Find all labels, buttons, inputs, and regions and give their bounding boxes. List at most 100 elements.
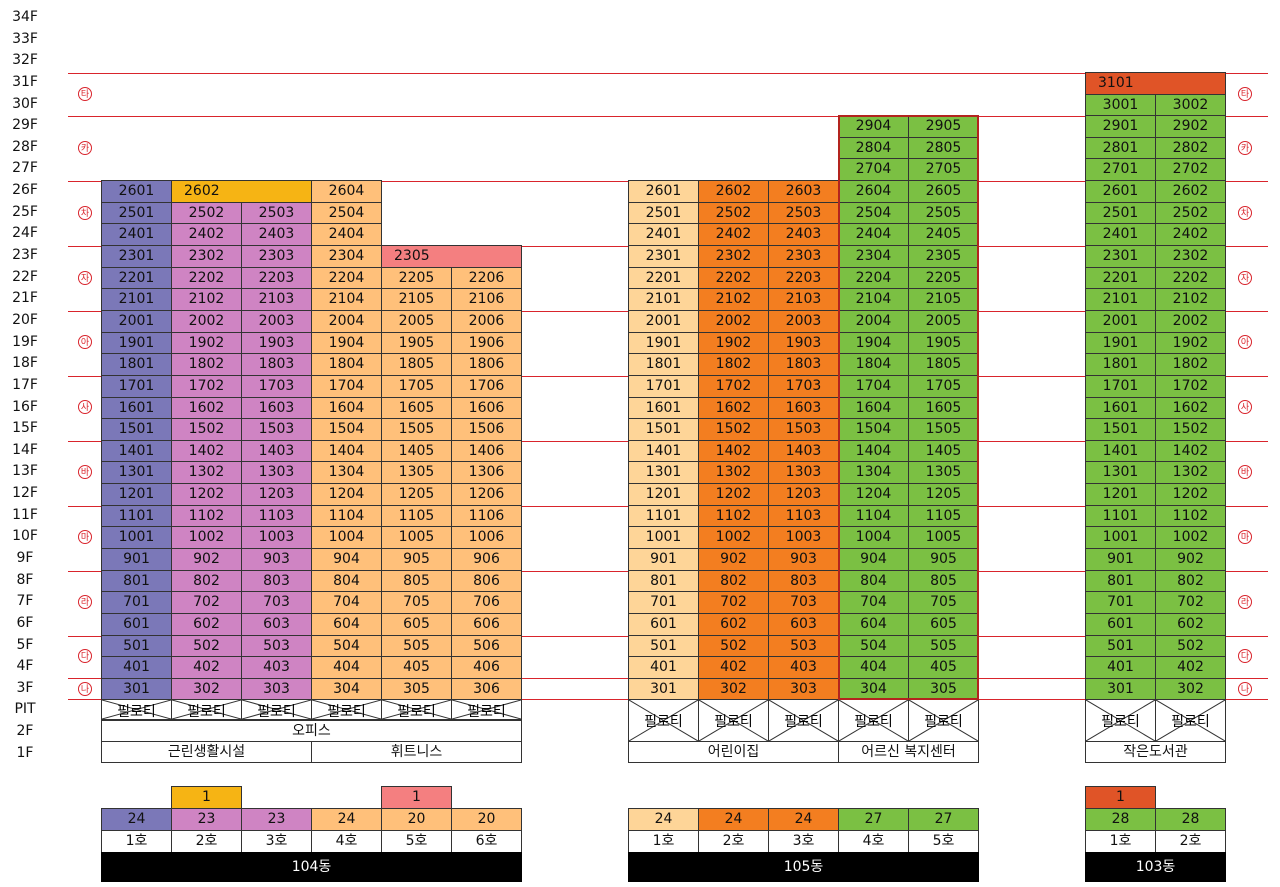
unit-cell[interactable]: 1201 xyxy=(628,483,699,506)
unit-cell[interactable]: 504 xyxy=(311,634,382,658)
unit-cell[interactable]: 1901 xyxy=(1085,331,1156,355)
unit-cell[interactable]: 1905 xyxy=(908,331,979,355)
unit-cell[interactable]: 2705 xyxy=(908,158,979,182)
unit-cell[interactable]: 1105 xyxy=(381,504,452,528)
unit-cell[interactable]: 801 xyxy=(628,569,699,593)
unit-cell[interactable]: 1903 xyxy=(768,331,839,355)
unit-cell-merged[interactable]: 2305 xyxy=(381,245,522,268)
unit-cell[interactable]: 1504 xyxy=(838,418,909,441)
unit-cell[interactable]: 501 xyxy=(628,634,699,658)
unit-cell[interactable]: 2401 xyxy=(628,223,699,247)
unit-cell[interactable]: 1803 xyxy=(768,353,839,376)
unit-cell[interactable]: 1003 xyxy=(768,526,839,549)
unit-cell[interactable]: 1502 xyxy=(171,418,242,441)
unit-cell[interactable]: 1203 xyxy=(768,483,839,506)
unit-cell[interactable]: 1304 xyxy=(838,461,909,485)
unit-cell[interactable]: 2605 xyxy=(908,180,979,203)
unit-cell[interactable]: 2204 xyxy=(311,266,382,290)
unit-cell[interactable]: 1904 xyxy=(311,331,382,355)
unit-cell[interactable]: 904 xyxy=(311,548,382,571)
unit-cell[interactable]: 1102 xyxy=(171,504,242,528)
unit-cell[interactable]: 505 xyxy=(908,634,979,658)
unit-cell[interactable]: 1305 xyxy=(381,461,452,485)
unit-cell[interactable]: 1301 xyxy=(628,461,699,485)
unit-cell[interactable]: 1602 xyxy=(1155,396,1226,420)
unit-cell[interactable]: 902 xyxy=(1155,548,1226,571)
unit-cell[interactable]: 806 xyxy=(451,569,522,593)
unit-cell[interactable]: 301 xyxy=(101,677,172,701)
unit-cell[interactable]: 1804 xyxy=(311,353,382,376)
unit-cell[interactable]: 2104 xyxy=(311,288,382,311)
unit-cell[interactable]: 2501 xyxy=(628,201,699,225)
unit-cell[interactable]: 2501 xyxy=(1085,201,1156,225)
unit-cell[interactable]: 1302 xyxy=(698,461,769,485)
unit-cell[interactable]: 1003 xyxy=(241,526,312,549)
unit-cell[interactable]: 701 xyxy=(1085,591,1156,614)
unit-cell[interactable]: 1205 xyxy=(908,483,979,506)
unit-cell[interactable]: 901 xyxy=(1085,548,1156,571)
unit-cell[interactable]: 2303 xyxy=(768,245,839,268)
unit-cell[interactable]: 2702 xyxy=(1155,158,1226,182)
unit-cell[interactable]: 2402 xyxy=(1155,223,1226,247)
unit-cell[interactable]: 1705 xyxy=(381,374,452,398)
unit-cell[interactable]: 1101 xyxy=(628,504,699,528)
unit-cell[interactable]: 2005 xyxy=(908,309,979,333)
unit-cell[interactable]: 2002 xyxy=(1155,309,1226,333)
unit-cell[interactable]: 1902 xyxy=(1155,331,1226,355)
unit-cell[interactable]: 2301 xyxy=(101,245,172,268)
unit-cell[interactable]: 1404 xyxy=(311,439,382,463)
unit-cell[interactable]: 903 xyxy=(768,548,839,571)
unit-cell[interactable]: 601 xyxy=(628,612,699,636)
unit-cell[interactable]: 1101 xyxy=(101,504,172,528)
unit-cell[interactable]: 1501 xyxy=(1085,418,1156,441)
unit-cell[interactable]: 1802 xyxy=(698,353,769,376)
unit-cell[interactable]: 2502 xyxy=(1155,201,1226,225)
unit-cell[interactable]: 1501 xyxy=(628,418,699,441)
unit-cell[interactable]: 1805 xyxy=(908,353,979,376)
unit-cell[interactable]: 401 xyxy=(101,656,172,679)
unit-cell[interactable]: 802 xyxy=(171,569,242,593)
unit-cell[interactable]: 1102 xyxy=(698,504,769,528)
unit-cell[interactable]: 1702 xyxy=(698,374,769,398)
unit-cell[interactable]: 1602 xyxy=(698,396,769,420)
unit-cell[interactable]: 404 xyxy=(311,656,382,679)
unit-cell[interactable]: 2103 xyxy=(241,288,312,311)
unit-cell[interactable]: 3002 xyxy=(1155,93,1226,117)
unit-cell[interactable]: 2203 xyxy=(241,266,312,290)
unit-cell[interactable]: 1802 xyxy=(171,353,242,376)
unit-cell[interactable]: 1801 xyxy=(101,353,172,376)
unit-cell[interactable]: 1104 xyxy=(838,504,909,528)
unit-cell[interactable]: 1301 xyxy=(1085,461,1156,485)
unit-cell[interactable]: 2901 xyxy=(1085,115,1156,138)
unit-cell[interactable]: 2001 xyxy=(1085,309,1156,333)
unit-cell[interactable]: 804 xyxy=(311,569,382,593)
unit-cell[interactable]: 1005 xyxy=(381,526,452,549)
unit-cell[interactable]: 701 xyxy=(628,591,699,614)
unit-cell[interactable]: 2604 xyxy=(838,180,909,203)
unit-cell[interactable]: 901 xyxy=(101,548,172,571)
unit-cell[interactable]: 1701 xyxy=(628,374,699,398)
unit-cell[interactable]: 504 xyxy=(838,634,909,658)
unit-cell[interactable]: 2106 xyxy=(451,288,522,311)
unit-cell[interactable]: 1903 xyxy=(241,331,312,355)
unit-cell[interactable]: 2405 xyxy=(908,223,979,247)
unit-cell[interactable]: 2202 xyxy=(698,266,769,290)
unit-cell[interactable]: 1403 xyxy=(241,439,312,463)
unit-cell[interactable]: 901 xyxy=(628,548,699,571)
unit-cell[interactable]: 402 xyxy=(171,656,242,679)
unit-cell[interactable]: 2101 xyxy=(1085,288,1156,311)
unit-cell[interactable]: 1703 xyxy=(768,374,839,398)
unit-cell[interactable]: 302 xyxy=(698,677,769,701)
unit-cell[interactable]: 2302 xyxy=(1155,245,1226,268)
unit-cell[interactable]: 1401 xyxy=(628,439,699,463)
unit-cell[interactable]: 1402 xyxy=(698,439,769,463)
unit-cell[interactable]: 2401 xyxy=(101,223,172,247)
unit-cell[interactable]: 1503 xyxy=(768,418,839,441)
unit-cell[interactable]: 606 xyxy=(451,612,522,636)
unit-cell[interactable]: 803 xyxy=(768,569,839,593)
unit-cell[interactable]: 1302 xyxy=(1155,461,1226,485)
unit-cell[interactable]: 1606 xyxy=(451,396,522,420)
unit-cell[interactable]: 2304 xyxy=(311,245,382,268)
unit-cell[interactable]: 1303 xyxy=(241,461,312,485)
unit-cell[interactable]: 2801 xyxy=(1085,136,1156,160)
